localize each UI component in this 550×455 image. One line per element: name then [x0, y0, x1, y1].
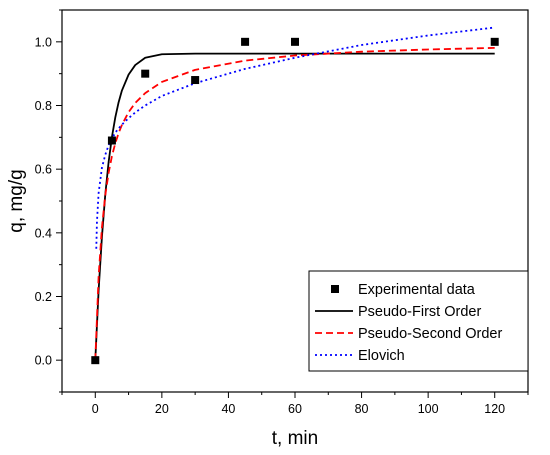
series-line-elovich [95, 26, 495, 249]
y-axis-title: q, mg/g [6, 169, 27, 232]
data-point [107, 136, 116, 145]
legend-item-pseudo-second-order: Pseudo-Second Order [315, 326, 502, 342]
y-tick-label: 0.2 [35, 290, 52, 304]
x-tick-label: 80 [355, 402, 369, 416]
series-line-pseudo-second-order [94, 46, 495, 361]
y-tick-label: 0.8 [35, 99, 52, 113]
data-point [91, 356, 100, 365]
legend: Experimental data Pseudo-First Order Pse… [308, 270, 529, 372]
legend-label-pseudo-second-order: Pseudo-Second Order [358, 326, 502, 342]
y-tick-label: 1.0 [35, 35, 52, 49]
series-2-group [94, 46, 495, 361]
data-point [141, 69, 150, 78]
x-tick-label: 100 [418, 402, 439, 416]
legend-label-pseudo-first-order: Pseudo-First Order [358, 304, 481, 320]
data-point [241, 37, 250, 46]
axes-layer: 0 20 40 60 80 100 120 0.0 0.2 0.4 0.6 0.8 1.0 [35, 9, 529, 416]
x-tick-label: 0 [92, 402, 99, 416]
legend-label-experimental: Experimental data [358, 282, 476, 298]
y-tick-label: 0.4 [35, 226, 52, 240]
data-point [191, 76, 200, 85]
legend-item-experimental: Experimental data [331, 282, 476, 298]
x-axis-title: t, min [272, 428, 318, 449]
x-tick-label: 20 [155, 402, 169, 416]
data-point [490, 37, 499, 46]
x-tick-label: 120 [484, 402, 505, 416]
legend-label-elovich: Elovich [358, 348, 405, 364]
legend-item-pseudo-first-order: Pseudo-First Order [315, 304, 481, 320]
series-layer [91, 26, 499, 365]
y-tick-label: 0.6 [35, 163, 52, 177]
data-point [291, 37, 299, 46]
y-tick-label: 0.0 [35, 354, 52, 368]
series-3-group [95, 26, 495, 249]
legend-item-elovich: Elovich [315, 348, 405, 364]
x-tick-label: 40 [221, 402, 235, 416]
legend-marker-experimental [331, 285, 339, 293]
x-tick-label: 60 [288, 402, 302, 416]
